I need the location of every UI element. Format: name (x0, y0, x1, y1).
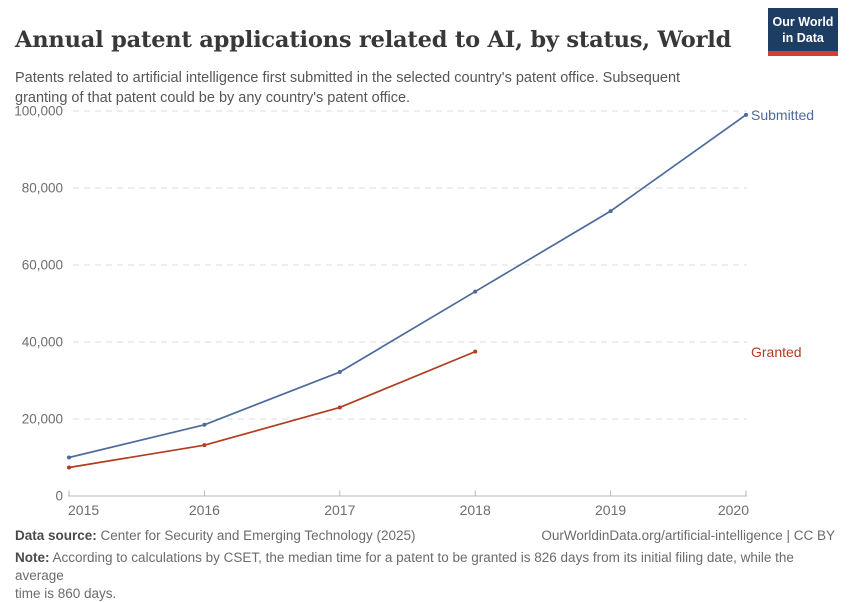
data-point-submitted (202, 422, 207, 427)
y-tick-label: 100,000 (14, 104, 63, 119)
series-line-submitted (68, 113, 747, 459)
series-label-submitted: Submitted (751, 106, 815, 123)
x-tick-label: 2019 (595, 502, 626, 518)
data-point-submitted (337, 370, 342, 375)
y-tick-label: 80,000 (22, 181, 63, 196)
chart-note: Note: According to calculations by CSET,… (15, 549, 827, 602)
data-source-label: Data source: (15, 528, 97, 543)
data-point-submitted (473, 289, 478, 294)
owid-logo-line2: in Data (782, 31, 824, 46)
series-line-granted (68, 350, 477, 469)
y-tick-label: 40,000 (22, 335, 63, 350)
note-text: According to calculations by CSET, the m… (15, 550, 794, 601)
data-source-text: Center for Security and Emerging Technol… (100, 528, 416, 543)
x-tick-label: 2020 (718, 502, 749, 518)
data-point-granted (202, 443, 207, 448)
data-point-granted (67, 465, 71, 470)
data-point-submitted (744, 112, 748, 117)
y-tick-label: 0 (55, 489, 63, 504)
chart-subtitle: Patents related to artificial intelligen… (15, 69, 681, 107)
data-source: Data source: Center for Security and Eme… (15, 528, 415, 543)
y-tick-label: 60,000 (22, 258, 63, 273)
x-tick-label: 2018 (460, 502, 491, 518)
y-tick-label: 20,000 (22, 412, 63, 427)
x-tick-label: 2017 (324, 502, 355, 518)
owid-logo: Our World in Data (768, 8, 838, 56)
note-label: Note: (15, 550, 50, 565)
series-label-granted: Granted (751, 343, 802, 360)
attribution: OurWorldinData.org/artificial-intelligen… (541, 528, 835, 543)
data-point-granted (473, 349, 478, 354)
owid-logo-line1: Our World (772, 15, 834, 29)
page-title: Annual patent applications related to AI… (15, 27, 732, 54)
data-point-submitted (67, 455, 71, 460)
x-tick-label: 2016 (189, 502, 220, 518)
data-point-granted (337, 405, 342, 410)
x-tick-label: 2015 (68, 502, 99, 518)
data-point-submitted (608, 209, 613, 214)
chart-footer: Data source: Center for Security and Eme… (15, 528, 835, 543)
